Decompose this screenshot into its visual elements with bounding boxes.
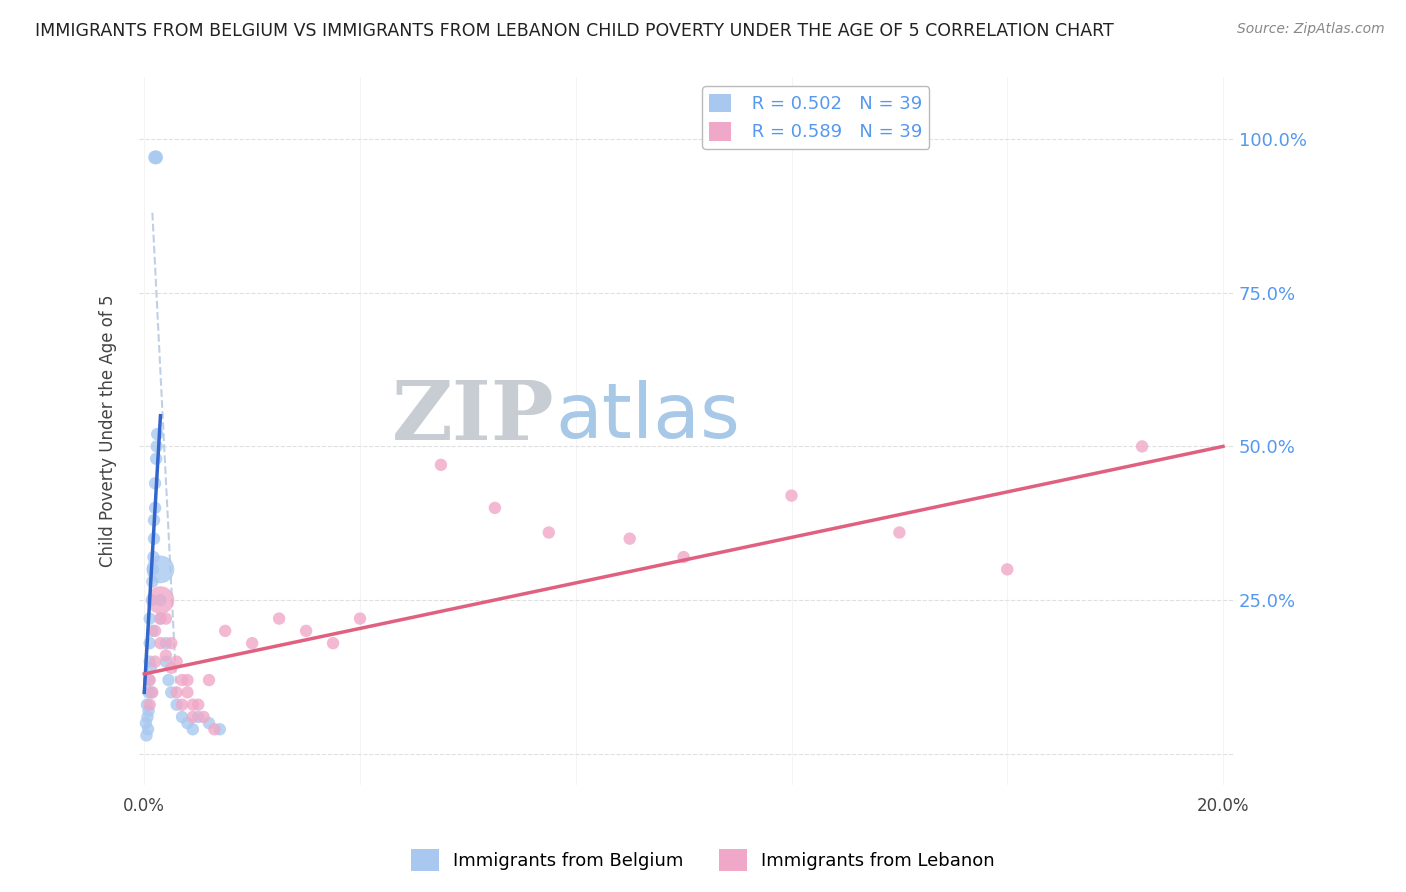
Point — [170, 673, 193, 687]
Point — [166, 685, 188, 699]
Text: IMMIGRANTS FROM BELGIUM VS IMMIGRANTS FROM LEBANON CHILD POVERTY UNDER THE AGE O: IMMIGRANTS FROM BELGIUM VS IMMIGRANTS FR… — [35, 22, 1114, 40]
Point — [155, 636, 177, 650]
Point — [149, 593, 172, 607]
Point — [187, 698, 209, 712]
Point — [138, 673, 160, 687]
Point — [138, 655, 160, 669]
Point — [780, 489, 803, 503]
Point — [295, 624, 318, 638]
Point — [155, 655, 177, 669]
Point — [889, 525, 911, 540]
Point — [136, 723, 159, 737]
Point — [143, 500, 166, 515]
Point — [181, 723, 204, 737]
Point — [138, 611, 160, 625]
Point — [141, 685, 163, 699]
Text: ZIP: ZIP — [392, 377, 555, 457]
Point — [349, 611, 371, 625]
Point — [1130, 439, 1153, 453]
Point — [240, 636, 263, 650]
Point — [138, 685, 160, 699]
Point — [155, 648, 177, 663]
Point — [198, 716, 221, 731]
Point — [166, 698, 188, 712]
Point — [198, 673, 221, 687]
Point — [143, 532, 166, 546]
Point — [135, 716, 157, 731]
Point — [430, 458, 453, 472]
Point — [187, 710, 209, 724]
Point — [181, 698, 204, 712]
Point — [145, 439, 167, 453]
Point — [157, 673, 180, 687]
Point — [214, 624, 236, 638]
Point — [146, 427, 169, 442]
Point — [484, 500, 506, 515]
Point — [619, 532, 641, 546]
Text: 0.0%: 0.0% — [124, 797, 166, 815]
Point — [138, 636, 160, 650]
Point — [176, 673, 198, 687]
Y-axis label: Child Poverty Under the Age of 5: Child Poverty Under the Age of 5 — [100, 294, 117, 567]
Point — [141, 593, 163, 607]
Point — [141, 685, 163, 699]
Point — [143, 476, 166, 491]
Point — [322, 636, 344, 650]
Point — [141, 574, 163, 589]
Text: Source: ZipAtlas.com: Source: ZipAtlas.com — [1237, 22, 1385, 37]
Point — [149, 636, 172, 650]
Point — [160, 685, 183, 699]
Point — [136, 698, 159, 712]
Point — [138, 698, 160, 712]
Point — [135, 728, 157, 742]
Text: atlas: atlas — [555, 380, 740, 454]
Point — [995, 562, 1018, 576]
Point — [160, 636, 183, 650]
Point — [269, 611, 291, 625]
Point — [170, 698, 193, 712]
Point — [138, 704, 160, 718]
Point — [142, 562, 165, 576]
Legend:  R = 0.502   N = 39,  R = 0.589   N = 39: R = 0.502 N = 39, R = 0.589 N = 39 — [702, 87, 929, 149]
Point — [155, 611, 177, 625]
Point — [149, 611, 172, 625]
Point — [208, 723, 231, 737]
Point — [138, 673, 160, 687]
Point — [149, 611, 172, 625]
Point — [166, 655, 188, 669]
Point — [176, 716, 198, 731]
Point — [193, 710, 215, 724]
Point — [143, 150, 166, 164]
Point — [149, 593, 172, 607]
Point — [176, 685, 198, 699]
Point — [145, 150, 167, 164]
Point — [170, 710, 193, 724]
Point — [160, 661, 183, 675]
Point — [202, 723, 225, 737]
Point — [143, 655, 166, 669]
Point — [143, 513, 166, 527]
Point — [141, 624, 163, 638]
Point — [181, 710, 204, 724]
Point — [142, 550, 165, 565]
Point — [149, 562, 172, 576]
Text: 20.0%: 20.0% — [1197, 797, 1250, 815]
Point — [139, 661, 162, 675]
Point — [145, 451, 167, 466]
Point — [143, 624, 166, 638]
Legend: Immigrants from Belgium, Immigrants from Lebanon: Immigrants from Belgium, Immigrants from… — [404, 842, 1002, 879]
Point — [537, 525, 560, 540]
Point — [136, 710, 159, 724]
Point — [672, 550, 695, 565]
